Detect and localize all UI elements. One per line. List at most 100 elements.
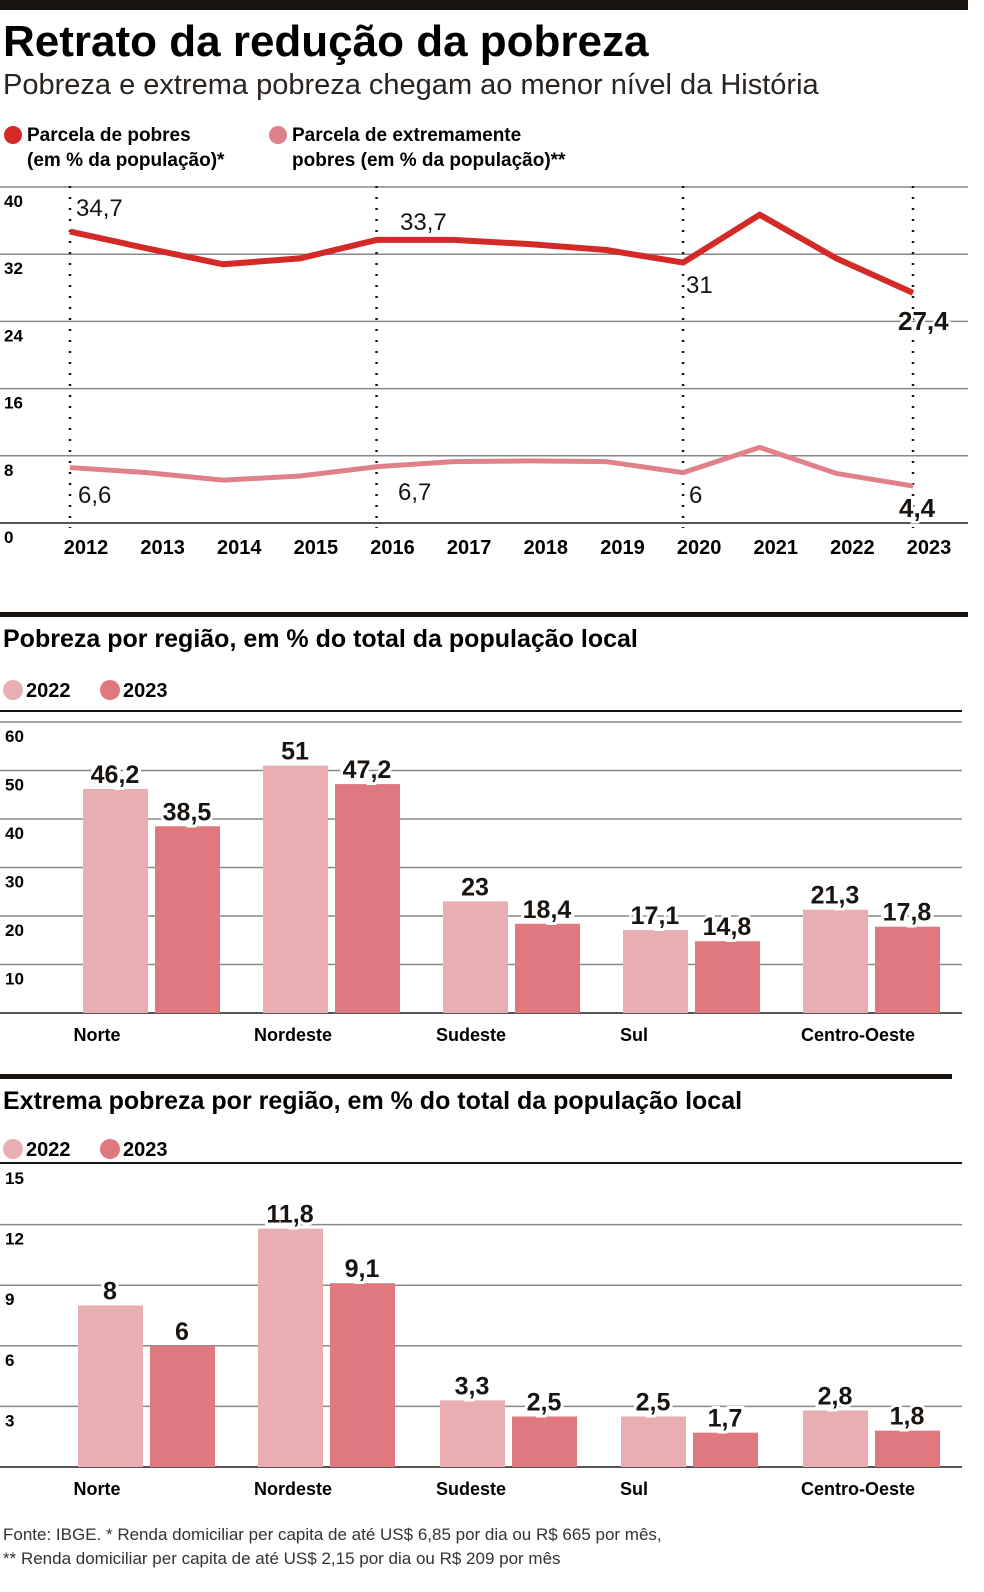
bar-value-label: 18,4 [523, 896, 572, 924]
page-subtitle: Pobreza e extrema pobreza chegam ao meno… [3, 69, 820, 101]
category-label: Sudeste [436, 1479, 506, 1499]
data-point [452, 461, 454, 463]
data-point [222, 263, 224, 265]
data-point [605, 461, 607, 463]
data-point [759, 214, 761, 216]
data-label: 33,7 [400, 209, 447, 236]
data-point [146, 472, 148, 474]
bar-2022 [263, 765, 328, 1013]
data-point [682, 262, 684, 264]
bar-2023 [512, 1416, 577, 1467]
x-tick-label: 2020 [677, 537, 722, 559]
bar-value-label: 9,1 [345, 1255, 380, 1283]
chart-title: Extrema pobreza por região, em % do tota… [3, 1087, 742, 1115]
y-tick-label: 0 [4, 528, 13, 547]
bar-2023 [155, 826, 220, 1013]
y-tick-label: 12 [5, 1230, 24, 1249]
bar-2022 [621, 1416, 686, 1467]
line-chart: Parcela de pobres (em % da população)* Par… [0, 125, 968, 559]
y-tick-label: 8 [4, 461, 13, 480]
data-label: 27,4 [898, 306, 949, 336]
x-tick-label: 2017 [447, 537, 492, 559]
y-tick-label: 32 [4, 259, 23, 278]
bar-value-label: 51 [281, 738, 309, 766]
y-tick-label: 10 [5, 970, 24, 989]
data-label: 6,6 [78, 482, 111, 509]
data-point [452, 239, 454, 241]
x-tick-label: 2021 [753, 537, 798, 559]
data-label: 34,7 [76, 195, 123, 222]
category-label: Norte [73, 1479, 120, 1499]
legend-label: 2022 [26, 1139, 71, 1161]
category-label: Nordeste [254, 1025, 332, 1045]
x-tick-label: 2022 [830, 537, 875, 559]
data-point [605, 249, 607, 251]
section-divider [0, 612, 968, 617]
chart-title: Pobreza por região, em % do total da pop… [3, 625, 638, 653]
bar-value-label: 1,8 [890, 1403, 925, 1431]
bar-2022 [803, 1410, 868, 1467]
bar-value-label: 1,7 [708, 1405, 743, 1433]
footnote-line: Fonte: IBGE. * Renda domiciliar per capi… [3, 1525, 662, 1544]
data-point [146, 247, 148, 249]
bar-2022 [623, 930, 688, 1013]
legend-label: 2023 [123, 680, 168, 702]
bar-chart-extreme-poverty: Extrema pobreza por região, em % do tota… [0, 1087, 962, 1499]
category-label: Sul [620, 1479, 648, 1499]
x-tick-label: 2019 [600, 537, 645, 559]
legend-marker [269, 126, 287, 144]
data-point [529, 460, 531, 462]
legend-marker [100, 1139, 120, 1159]
legend-marker [100, 680, 120, 700]
bar-2022 [83, 788, 148, 1013]
bar-value-label: 2,8 [818, 1382, 853, 1410]
y-tick-label: 16 [4, 394, 23, 413]
top-rule [0, 0, 968, 10]
x-tick-label: 2015 [294, 537, 339, 559]
bar-2023 [693, 1432, 758, 1467]
y-tick-label: 40 [5, 824, 24, 843]
bar-2023 [515, 923, 580, 1013]
bar-value-label: 6 [175, 1318, 189, 1346]
data-point [222, 479, 224, 481]
x-tick-label: 2013 [140, 537, 185, 559]
y-tick-label: 24 [4, 326, 23, 345]
poor-series-line [69, 211, 915, 296]
legend-label: Parcela de extremamente [292, 125, 521, 146]
bar-value-label: 46,2 [91, 761, 140, 789]
legend-marker [3, 1139, 23, 1159]
data-point [69, 231, 71, 233]
bar-2023 [330, 1283, 395, 1467]
bar-2023 [875, 1430, 940, 1467]
data-point [835, 257, 837, 259]
legend-label: (em % da população)* [27, 150, 225, 171]
bar-value-label: 21,3 [811, 882, 860, 910]
bar-2022 [440, 1400, 505, 1467]
category-label: Norte [73, 1025, 120, 1045]
category-label: Nordeste [254, 1479, 332, 1499]
x-tick-label: 2023 [907, 537, 952, 559]
bar-value-label: 47,2 [343, 756, 392, 784]
bar-value-label: 14,8 [703, 913, 752, 941]
y-tick-label: 6 [5, 1351, 14, 1370]
y-tick-label: 9 [5, 1290, 14, 1309]
bar-value-label: 3,3 [455, 1372, 490, 1400]
data-point [835, 472, 837, 474]
y-tick-label: 50 [5, 776, 24, 795]
bar-value-label: 38,5 [163, 798, 212, 826]
legend-label: 2023 [123, 1139, 168, 1161]
x-tick-label: 2018 [524, 537, 569, 559]
x-tick-label: 2016 [370, 537, 415, 559]
bar-2022 [78, 1305, 143, 1467]
bar-value-label: 11,8 [266, 1201, 313, 1229]
section-divider [0, 1074, 952, 1079]
page-title: Retrato da redução da pobreza [3, 17, 649, 66]
legend-marker [3, 680, 23, 700]
extreme-series-line [69, 444, 914, 489]
data-point [529, 243, 531, 245]
data-label: 4,4 [899, 493, 936, 523]
data-point [912, 485, 914, 487]
y-tick-label: 30 [5, 873, 24, 892]
y-tick-label: 40 [4, 192, 23, 211]
